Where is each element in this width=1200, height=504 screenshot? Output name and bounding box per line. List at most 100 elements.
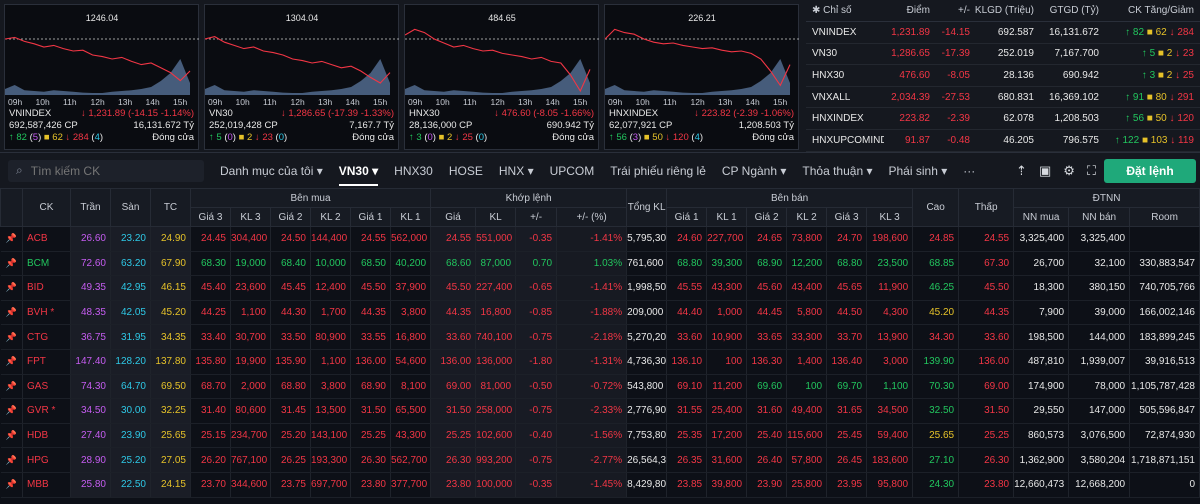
price-board: CK Trần Sàn TC Bên mua Khớp lệnh Tổng KL… — [0, 188, 1200, 504]
chart-info-row: ↑ 3 (0) ■ 2 ↓ 25 (0) Đóng cửa — [409, 132, 594, 144]
pin-icon[interactable]: 📌 — [0, 423, 23, 449]
cell-reference: 137.80 — [150, 349, 191, 375]
index-row[interactable]: VNXALL 2,034.39 -27.53 680.831 16,369.102 ↑ 9… — [806, 87, 1200, 109]
index-row[interactable]: VNINDEX 1,231.89 -14.15 692.587 16,131.672 ↑ … — [806, 22, 1200, 44]
chart-info-row: 62,077,921 CP 1,208.503 Tỷ — [609, 120, 794, 132]
pin-icon[interactable]: 📌 — [0, 398, 23, 424]
cell-symbol[interactable]: MBB — [22, 472, 71, 498]
mini-chart-vnindex[interactable]: 1246.04 09h 10h 11h 12h 13h 14h 15h VNINDEX ↓ 1,2… — [4, 4, 200, 150]
pin-icon[interactable]: 📌 — [0, 324, 23, 350]
table-row[interactable]: 📌 MBB 25.80 22.50 24.15 23.70 344,600 23.75 697,… — [0, 472, 1200, 498]
cell-foreign-buy: 198,500 — [1013, 324, 1070, 350]
upload-icon[interactable]: ⇡ — [1016, 162, 1027, 178]
index-row[interactable]: HNX30 476.60 -8.05 28.136 690.942 ↑ 3 ■ 2 ↓ 2… — [806, 65, 1200, 87]
index-volume: 46.205 — [1003, 134, 1034, 146]
cell-symbol[interactable]: BCM — [22, 251, 71, 277]
tab-hnx30[interactable]: HNX30 — [394, 163, 433, 178]
table-row[interactable]: 📌 CTG 36.75 31.95 34.35 33.40 30,700 33.50 80,90… — [0, 324, 1200, 350]
gear-icon[interactable]: ⚙ — [1063, 162, 1075, 178]
cell-sell-vol-2: 25,800 — [786, 472, 828, 498]
cell-sell-price-3: 68.80 — [826, 251, 868, 277]
cell-floor: 42.05 — [110, 300, 151, 326]
cell-symbol[interactable]: GAS — [22, 374, 71, 400]
place-order-button[interactable]: Đặt lệnh — [1104, 159, 1196, 183]
pin-icon[interactable]: 📌 — [0, 349, 23, 375]
tab-hose[interactable]: HOSE — [448, 163, 483, 178]
cell-foreign-sell: 1,939,007 — [1068, 349, 1131, 375]
tab-derivatives[interactable]: Phái sinh ▾ — [888, 163, 948, 178]
cell-symbol[interactable]: BVH * — [22, 300, 71, 326]
cell-reference: 32.25 — [150, 398, 191, 424]
cell-symbol[interactable]: FPT — [22, 349, 71, 375]
tab-private-bonds[interactable]: Trái phiếu riêng lẻ — [610, 163, 706, 178]
cell-match-change-pct: -1.56% — [556, 423, 628, 449]
search-box[interactable]: ⌕ — [8, 159, 204, 182]
cell-total-volume: 7,753,800 — [626, 423, 668, 449]
cell-sell-vol-1: 31,600 — [706, 447, 748, 473]
fullscreen-icon[interactable]: ⛶ — [1086, 162, 1096, 178]
excel-icon[interactable]: ▣ — [1038, 162, 1052, 178]
table-row[interactable]: 📌 BVH * 48.35 42.05 45.20 44.25 1,100 44.30 1,70… — [0, 300, 1200, 326]
index-name: HNXINDEX — [609, 108, 659, 119]
pin-icon[interactable]: 📌 — [0, 226, 23, 252]
index-name-cell: HNX30 — [806, 70, 884, 81]
pin-icon[interactable]: 📌 — [0, 374, 23, 400]
index-point: 1,231.89 — [891, 26, 930, 38]
cell-foreign-buy: 7,900 — [1013, 300, 1070, 326]
board-toolbar: ⌕ Danh mục của tôi ▾ VN30 ▾ HNX30 HOSE H… — [0, 152, 1200, 188]
cell-foreign-room: 72,874,930 — [1129, 423, 1200, 449]
cell-symbol[interactable]: HPG — [22, 447, 71, 473]
cell-foreign-room: 740,705,766 — [1129, 275, 1200, 301]
chevron-down-icon: ▾ — [316, 163, 323, 178]
table-row[interactable]: 📌 GVR * 34.50 30.00 32.25 31.40 80,600 31.45 13,… — [0, 398, 1200, 424]
tab-upcom[interactable]: UPCOM — [549, 163, 595, 178]
tab-vn30[interactable]: VN30 ▾ — [338, 164, 379, 186]
chart-info-row: 252,019,428 CP 7,167.7 Tỷ — [209, 120, 394, 132]
time-axis-label: 15h — [373, 97, 387, 107]
mini-chart-hnx30[interactable]: 484.65 09h 10h 11h 12h 13h 14h 15h HNX30 ↓ 476.60… — [404, 4, 600, 150]
tab-hnx[interactable]: HNX ▾ — [498, 163, 534, 178]
cell-symbol[interactable]: HDB — [22, 423, 71, 449]
pin-icon[interactable]: 📌 — [0, 447, 23, 473]
cell-sell-vol-3: 1,100 — [866, 374, 914, 400]
index-value: 16,131.672 — [1048, 26, 1099, 38]
tab-industry[interactable]: CP Ngành ▾ — [721, 163, 787, 178]
table-row[interactable]: 📌 BCM 72.60 63.20 67.90 68.30 19,000 68.40 10,00… — [0, 251, 1200, 277]
mini-chart-vn30[interactable]: 1304.04 09h 10h 11h 12h 13h 14h 15h VN30 ↓ 1,286.… — [204, 4, 400, 150]
mini-chart-hnxindex[interactable]: 226.21 09h 10h 11h 12h 13h 14h 15h HNXINDEX ↓ 223… — [604, 4, 800, 150]
table-row[interactable]: 📌 HDB 27.40 23.90 25.65 25.15 234,700 25.20 143,… — [0, 423, 1200, 449]
more-icon[interactable]: ··· — [963, 163, 976, 178]
time-axis-label: 09h — [608, 97, 622, 107]
tab-watchlist[interactable]: Danh mục của tôi ▾ — [220, 163, 323, 178]
table-row[interactable]: 📌 ACB 26.60 23.20 24.90 24.45 304,400 24.50 144,… — [0, 226, 1200, 252]
pin-icon[interactable]: 📌 — [0, 275, 23, 301]
cell-floor: 22.50 — [110, 472, 151, 498]
cell-symbol[interactable]: BID — [22, 275, 71, 301]
index-volume: 680.831 — [997, 91, 1034, 103]
col-match-price: Giá — [430, 207, 477, 227]
pin-icon[interactable]: 📌 — [0, 251, 23, 277]
cell-floor: 42.95 — [110, 275, 151, 301]
breadth-sep: ↑ — [1114, 134, 1123, 146]
table-row[interactable]: 📌 GAS 74.30 64.70 69.50 68.70 2,000 68.80 3,800 6… — [0, 374, 1200, 400]
index-value: 7,167.700 — [1054, 48, 1100, 60]
cell-symbol[interactable]: ACB — [22, 226, 71, 252]
cell-buy-vol-2: 144,400 — [310, 226, 351, 252]
breadth-sep: ↓ — [1166, 26, 1178, 38]
pin-icon[interactable]: ✱ — [812, 5, 824, 16]
search-input[interactable] — [30, 163, 191, 178]
index-row[interactable]: HNXINDEX 223.82 -2.39 62.078 1,208.503 ↑ 56 ■… — [806, 108, 1200, 130]
pin-icon[interactable]: 📌 — [0, 472, 23, 498]
table-row[interactable]: 📌 BID 49.35 42.95 46.15 45.40 23,600 45.45 12,40… — [0, 275, 1200, 301]
pin-icon[interactable]: 📌 — [0, 300, 23, 326]
col-symbol[interactable]: CK — [22, 188, 71, 227]
table-row[interactable]: 📌 FPT 147.40 128.20 137.80 135.80 19,900 135.90… — [0, 349, 1200, 375]
table-row[interactable]: 📌 HPG 28.90 25.20 27.05 26.20 767,100 26.25 193,… — [0, 447, 1200, 473]
cell-symbol[interactable]: CTG — [22, 324, 71, 350]
cell-match-change-pct: 1.03% — [556, 251, 628, 277]
tab-put-through[interactable]: Thỏa thuận ▾ — [802, 163, 873, 178]
index-row[interactable]: VN30 1,286.65 -17.39 252.019 7,167.700 ↑ 5 ■ … — [806, 44, 1200, 66]
cell-sell-price-2: 69.60 — [746, 374, 788, 400]
cell-symbol[interactable]: GVR * — [22, 398, 71, 424]
